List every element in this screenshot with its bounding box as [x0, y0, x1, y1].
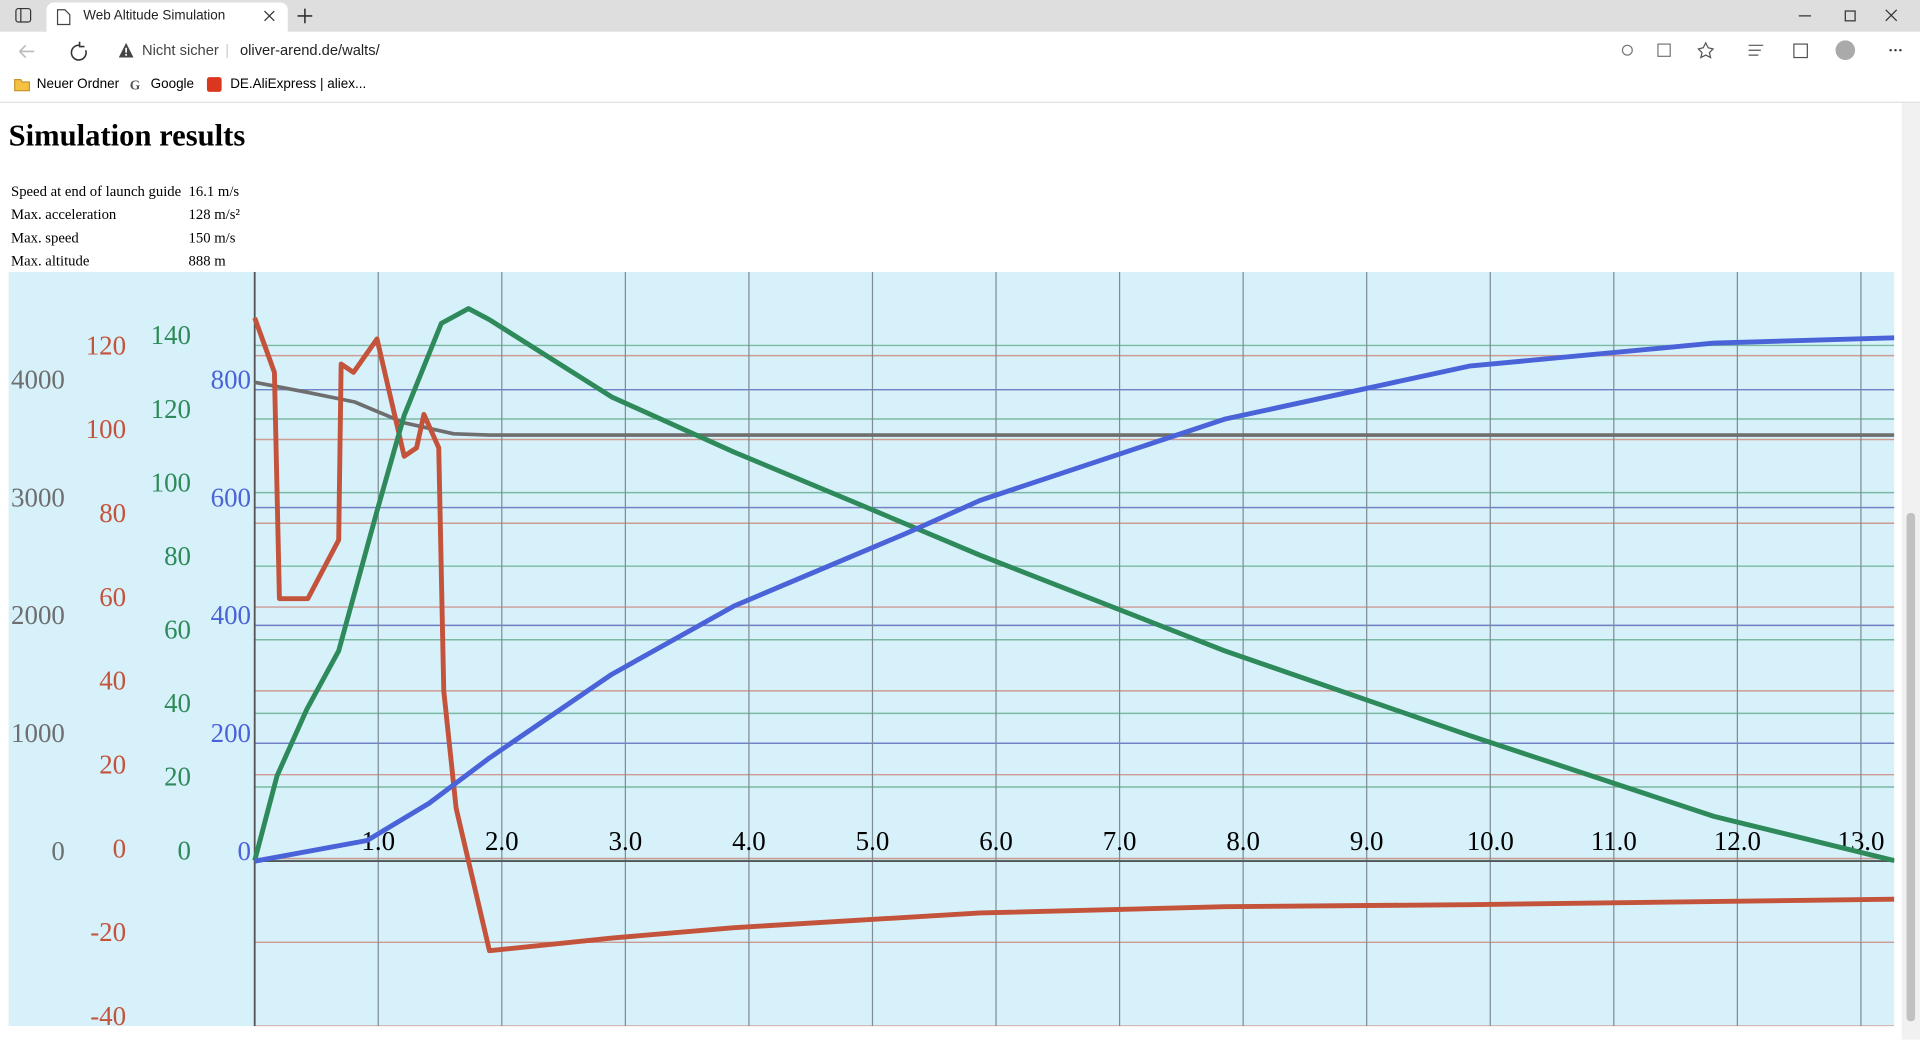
- plot-background: [8, 271, 1895, 1027]
- y-tick-label: 100: [151, 467, 191, 497]
- security-label: Nicht sicher: [142, 41, 219, 59]
- y-tick-label: 1000: [11, 718, 65, 748]
- close-tab[interactable]: [263, 10, 275, 22]
- x-tick-label: 11.0: [1591, 826, 1637, 856]
- separator: |: [225, 41, 230, 59]
- y-tick-label: 40: [164, 688, 191, 718]
- x-tick-label: 4.0: [732, 826, 766, 856]
- y-tick-label: 120: [151, 394, 191, 424]
- scroll-thumb[interactable]: [1906, 513, 1916, 1022]
- result-row: Max. acceleration 128 m/s²: [7, 203, 243, 226]
- y-tick-label: 0: [238, 836, 251, 866]
- result-value: 888 m: [188, 252, 226, 270]
- y-tick-label: 60: [99, 582, 126, 612]
- y-tick-label: 0: [51, 836, 64, 866]
- x-tick-label: 3.0: [609, 826, 643, 856]
- result-label: Max. altitude: [11, 252, 90, 270]
- result-value: 16.1 m/s: [188, 182, 240, 200]
- aliexpress-icon: [206, 77, 222, 92]
- y-tick-label: 0: [113, 833, 126, 863]
- bookmark[interactable]: DE.AliExpress | aliex...: [230, 77, 367, 92]
- y-tick-label: 120: [86, 330, 126, 360]
- series-line: [254, 335, 1895, 864]
- page-icon: [56, 9, 71, 26]
- folder-icon: [14, 78, 31, 92]
- x-tick-label: 7.0: [1103, 826, 1137, 856]
- result-row: Max. speed 150 m/s: [7, 227, 243, 250]
- x-tick-label: 5.0: [856, 826, 890, 856]
- y-tick-label: 140: [151, 320, 191, 350]
- y-tick-label: 3000: [11, 482, 65, 512]
- x-tick-label: 12.0: [1714, 826, 1761, 856]
- result-row: Speed at end of launch guide 16.1 m/s: [7, 180, 243, 203]
- bookmarks-bar: Neuer Ordner G Google DE.AliExpress | al…: [0, 68, 1920, 103]
- y-tick-label: 600: [211, 482, 251, 512]
- warning-icon: [118, 42, 134, 58]
- result-label: Max. speed: [11, 228, 79, 247]
- page-content: Simulation results Speed at end of launc…: [0, 103, 1902, 1040]
- heading: Simulation results: [8, 120, 246, 154]
- x-tick-label: 8.0: [1226, 826, 1260, 856]
- result-label: Max. acceleration: [11, 205, 117, 223]
- tab-bar: Web Altitude Simulation: [0, 0, 1920, 32]
- x-tick-label: 10.0: [1467, 826, 1514, 856]
- result-label: Speed at end of launch guide: [11, 182, 182, 200]
- y-tick-label: 60: [164, 615, 191, 645]
- y-tick-label: 4000: [11, 364, 65, 394]
- bookmark[interactable]: Neuer Ordner: [36, 77, 120, 92]
- address-bar[interactable]: Nicht sicher | oliver-arend.de/walts/: [102, 35, 1902, 65]
- new-tab[interactable]: [296, 7, 313, 24]
- y-tick-label: -40: [90, 1001, 126, 1026]
- toolbar-icons[interactable]: [1621, 40, 1920, 61]
- series-line: [252, 317, 1895, 954]
- tab-title: Web Altitude Simulation: [83, 8, 226, 24]
- x-tick-label: 6.0: [979, 826, 1013, 856]
- y-tick-label: 400: [211, 600, 251, 630]
- chart: 01000200030004000-40-2002040608010012002…: [8, 271, 1895, 1027]
- google-icon: G: [130, 77, 141, 91]
- result-value: 128 m/s²: [188, 205, 240, 223]
- y-tick-label: 800: [211, 364, 251, 394]
- x-tick-label: 2.0: [485, 826, 519, 856]
- url: oliver-arend.de/walts/: [240, 41, 380, 59]
- scrollbar[interactable]: [1901, 102, 1920, 1040]
- results-table: Speed at end of launch guide 16.1 m/s Max.…: [7, 180, 243, 273]
- series-line: [252, 306, 1895, 863]
- x-tick-label: 9.0: [1350, 826, 1384, 856]
- tab[interactable]: Web Altitude Simulation: [46, 2, 288, 32]
- y-tick-label: 0: [178, 835, 191, 865]
- bookmark[interactable]: Google: [150, 77, 195, 92]
- y-tick-label: 20: [99, 749, 126, 779]
- nav-buttons[interactable]: [17, 41, 90, 62]
- y-tick-label: 100: [86, 414, 126, 444]
- y-tick-label: 2000: [11, 600, 65, 630]
- y-tick-label: 80: [99, 498, 126, 528]
- tab-actions-icon[interactable]: [15, 7, 32, 24]
- y-tick-label: 80: [164, 541, 191, 571]
- result-value: 150 m/s: [188, 228, 236, 247]
- y-tick-label: 200: [211, 718, 251, 748]
- y-tick-label: -20: [90, 917, 126, 947]
- svg-text:G: G: [130, 77, 141, 91]
- window-controls[interactable]: [1788, 5, 1910, 27]
- y-tick-label: 40: [99, 666, 126, 696]
- result-row: Max. altitude 888 m: [7, 250, 243, 273]
- y-tick-label: 20: [164, 762, 191, 792]
